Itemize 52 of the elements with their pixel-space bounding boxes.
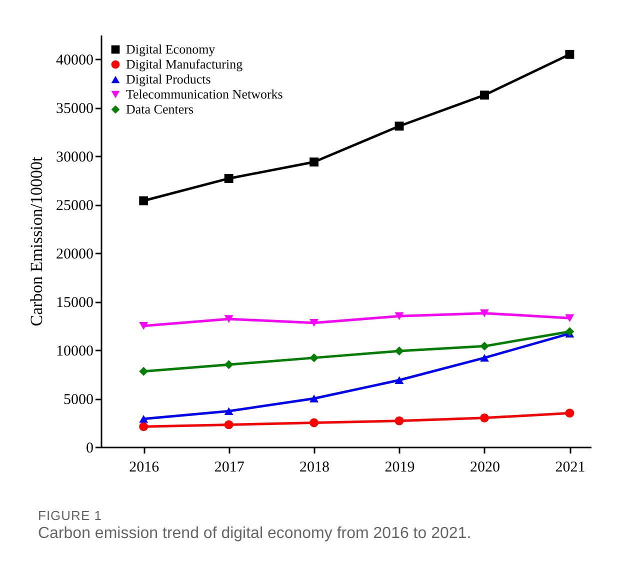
y-tick-label: 5000 <box>64 392 94 408</box>
point <box>224 407 234 416</box>
point <box>139 322 148 330</box>
y-tick-label: 30000 <box>56 150 94 166</box>
point <box>394 312 404 320</box>
point <box>139 366 148 376</box>
point <box>480 309 489 318</box>
point <box>394 122 404 131</box>
point <box>310 353 319 362</box>
point <box>394 376 404 384</box>
point <box>480 342 489 351</box>
x-tick-label: 2020 <box>470 460 500 476</box>
point <box>394 346 404 356</box>
point <box>139 196 148 206</box>
y-tick-label: 0 <box>86 440 94 456</box>
x-tick-label: 2018 <box>300 460 330 476</box>
point <box>480 90 489 100</box>
point <box>139 422 148 432</box>
point <box>394 416 404 426</box>
legend-label: Digital Economy <box>126 42 216 56</box>
legend-label: Digital Products <box>126 72 211 86</box>
legend-label: Digital Manufacturing <box>126 56 244 72</box>
x-tick-label: 2017 <box>214 460 245 476</box>
y-tick-label: 15000 <box>56 295 94 312</box>
point <box>224 360 234 370</box>
point <box>224 420 234 430</box>
point <box>139 415 148 423</box>
caption: FIGURE 1 <box>38 508 103 523</box>
point <box>565 50 574 59</box>
y-tick-label: 40000 <box>56 52 94 69</box>
text: Carbon emission trend of digital economy from 2016 to 2021. <box>38 525 472 543</box>
x-tick-label: 2019 <box>384 460 415 476</box>
y-tick-label: 35000 <box>56 101 94 118</box>
x-tick-label: 2016 <box>129 460 160 476</box>
legend-label: Telecommunication Networks <box>126 86 283 102</box>
y-tick-label: 10000 <box>56 344 94 360</box>
point <box>310 418 319 428</box>
point <box>565 314 574 322</box>
point <box>310 158 319 166</box>
point <box>224 315 234 323</box>
y-tick-label: 25000 <box>56 198 94 214</box>
x-tick-label: 2021 <box>555 460 586 476</box>
y-axis-title: Carbon Emission/10000t <box>27 156 46 326</box>
y-tick-label: 20000 <box>56 246 94 263</box>
point <box>224 174 234 183</box>
legend-label: Data Centers <box>126 102 194 116</box>
point <box>480 354 489 362</box>
point <box>480 413 489 422</box>
point <box>565 327 574 336</box>
point <box>565 408 574 418</box>
point <box>310 394 319 402</box>
point <box>310 319 319 327</box>
